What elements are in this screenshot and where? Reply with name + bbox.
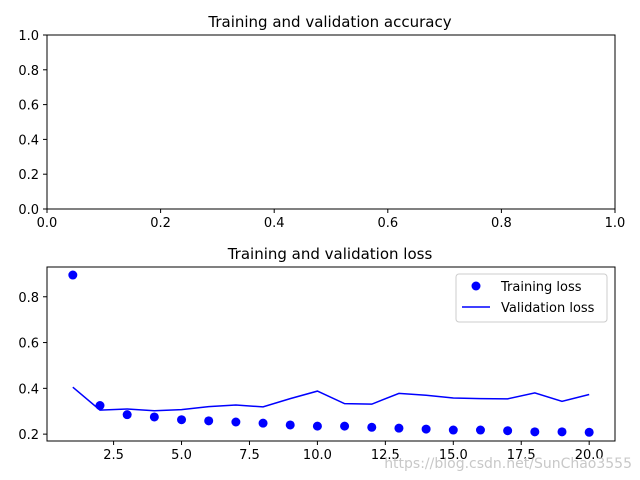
x-tick-label: 0.6 [377,216,398,231]
training-loss-point [95,401,105,411]
x-tick-label: 12.5 [371,448,400,463]
training-loss-point [149,412,159,422]
loss-title: Training and validation loss [227,245,433,263]
accuracy-frame [46,34,616,210]
training-loss-point [122,410,132,420]
x-tick-label: 15.0 [439,448,468,463]
training-loss-point [177,415,187,425]
training-loss-point [503,426,513,436]
x-tick-label: 0.8 [491,216,512,231]
training-loss-point [475,425,485,435]
x-tick-label: 0.2 [150,216,171,231]
y-tick-label: 0.2 [18,428,39,443]
training-loss-point [231,417,241,427]
loss-frame [46,266,616,442]
legend-training-label: Training loss [500,280,582,295]
x-tick-label: 20.0 [575,448,604,463]
y-tick-label: 0.2 [18,168,39,183]
accuracy-axes: Training and validation accuracy 0.0 0.2 0… [18,13,625,231]
y-tick-label: 0.4 [18,133,39,148]
training-loss-point [530,427,540,437]
x-tick-label: 5.0 [171,448,192,463]
y-tick-label: 0.8 [18,64,39,79]
y-tick-label: 0.6 [18,337,39,352]
training-loss-point [340,421,350,431]
legend-validation-label: Validation loss [501,301,595,316]
training-loss-point [584,427,594,437]
y-tick-label: 1.0 [18,29,39,44]
x-tick-label: 17.5 [507,448,536,463]
validation-loss-line [72,386,590,412]
training-loss-point [68,270,78,280]
training-loss-point [312,421,322,431]
training-loss-point [285,420,295,430]
legend-training-marker [471,281,481,291]
training-loss-point [367,422,377,432]
y-tick-label: 0.8 [18,291,39,306]
legend-box [455,273,608,323]
x-tick-label: 1.0 [605,216,626,231]
y-tick-label: 0.6 [18,99,39,114]
loss-legend: Training loss Validation loss [455,273,608,323]
training-loss-point [204,416,214,426]
x-tick-label: 7.5 [239,448,260,463]
x-tick-label: 2.5 [103,448,124,463]
loss-axes: Training and validation loss 2.5 5.0 7.5 10… [18,245,616,463]
training-loss-point [394,423,404,433]
accuracy-title: Training and validation accuracy [207,13,451,31]
x-tick-label: 0.4 [264,216,285,231]
watermark: https://blog.csdn.net/SunChao3555 [384,456,632,472]
y-tick-label: 0.4 [18,382,39,397]
training-loss-point [258,418,268,428]
training-loss-point [557,427,567,437]
x-tick-label: 0.0 [37,216,58,231]
y-tick-label: 0.0 [18,203,39,218]
training-loss-point [421,424,431,434]
x-tick-label: 10.0 [303,448,332,463]
training-loss-point [448,425,458,435]
